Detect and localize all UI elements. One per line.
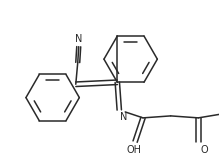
Text: N: N xyxy=(120,112,128,122)
Text: N: N xyxy=(75,34,82,44)
Text: OH: OH xyxy=(127,145,142,155)
Text: O: O xyxy=(200,145,208,155)
